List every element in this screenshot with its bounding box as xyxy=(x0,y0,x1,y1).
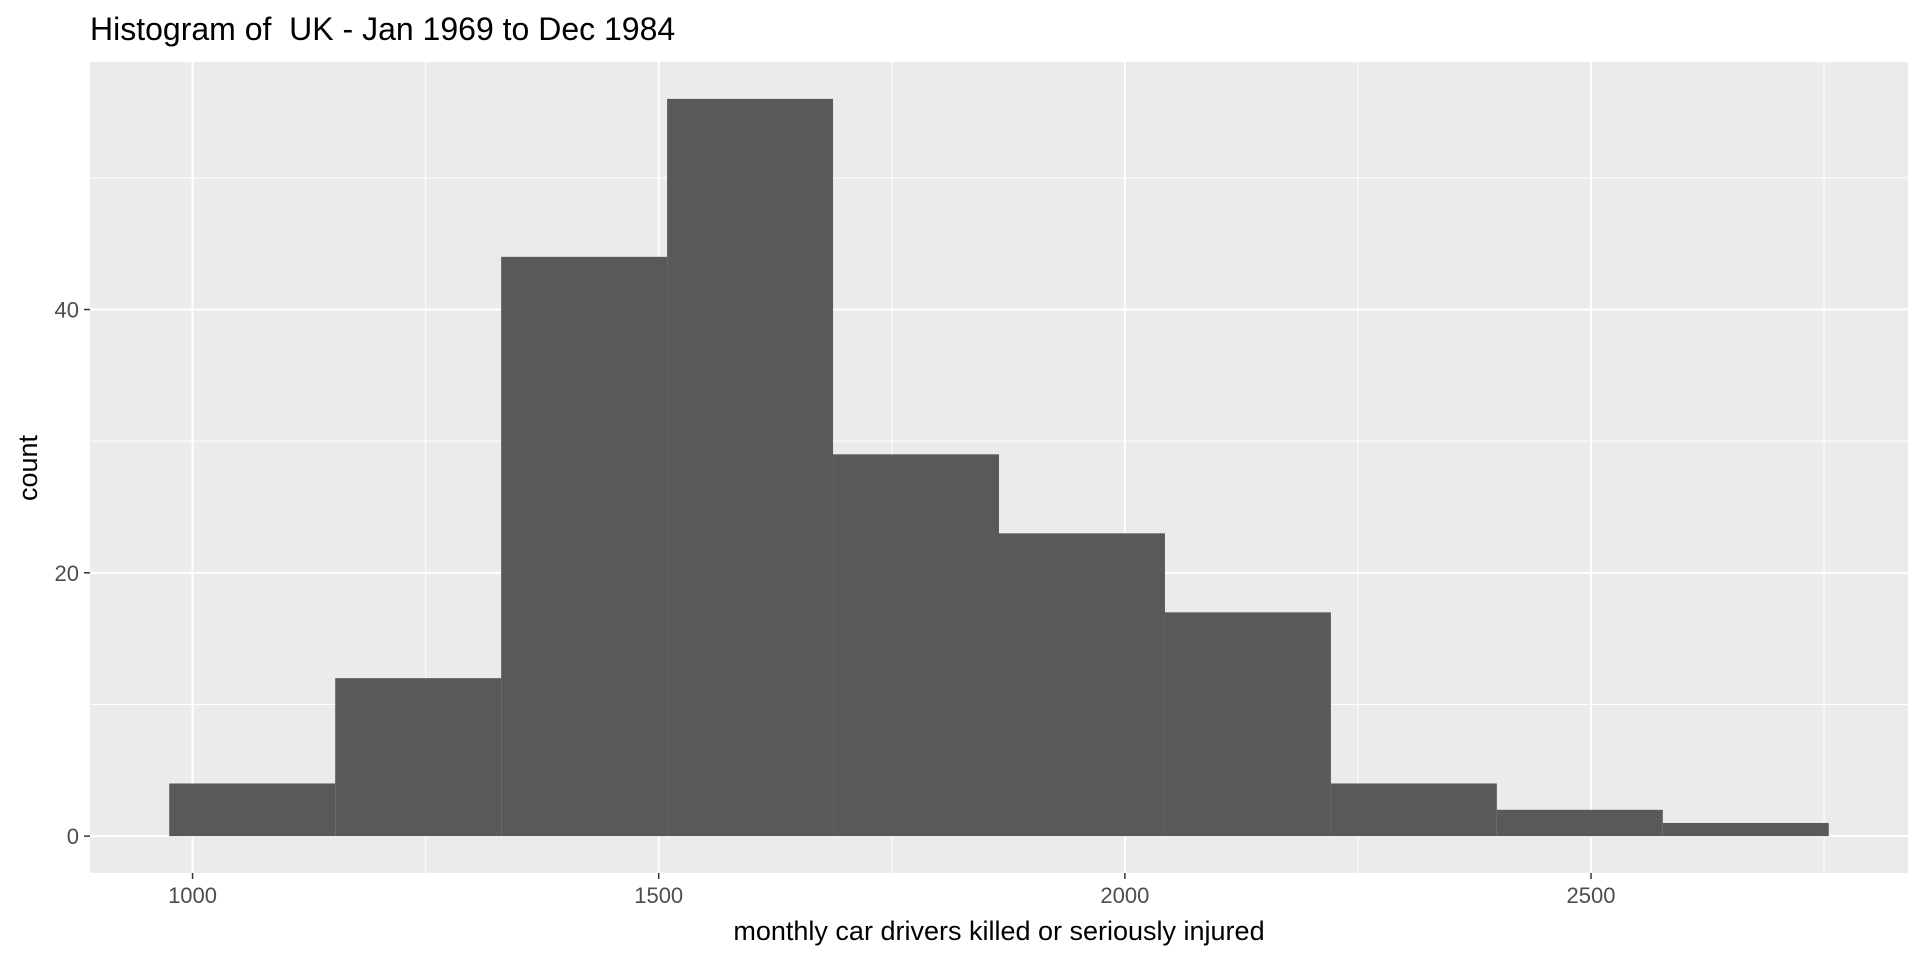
histogram-bar xyxy=(169,783,336,837)
y-tick-label: 40 xyxy=(55,298,79,323)
y-tick-label: 0 xyxy=(67,824,79,849)
histogram-bar xyxy=(1662,822,1829,837)
histogram-bar xyxy=(667,98,834,837)
y-tick-label: 20 xyxy=(55,561,79,586)
x-axis-ticks: 1000 1500 2000 2500 xyxy=(168,873,1615,908)
histogram-bar xyxy=(999,533,1165,837)
histogram-bar xyxy=(501,256,668,837)
histogram-bar xyxy=(1330,783,1497,837)
histogram-bar xyxy=(1164,612,1331,837)
histogram-bar xyxy=(1496,809,1663,837)
y-axis-title: count xyxy=(13,434,43,501)
x-tick-label: 1500 xyxy=(634,883,683,908)
histogram-bar xyxy=(833,454,999,837)
chart-title: Histogram of UK - Jan 1969 to Dec 1984 xyxy=(90,11,675,47)
histogram-bar xyxy=(335,678,502,837)
y-axis-ticks: 0 20 40 xyxy=(55,298,90,849)
x-tick-label: 2500 xyxy=(1567,883,1616,908)
histogram-bars xyxy=(169,98,1829,837)
x-axis-title: monthly car drivers killed or seriously … xyxy=(733,916,1264,946)
x-tick-label: 1000 xyxy=(168,883,217,908)
x-tick-label: 2000 xyxy=(1100,883,1149,908)
